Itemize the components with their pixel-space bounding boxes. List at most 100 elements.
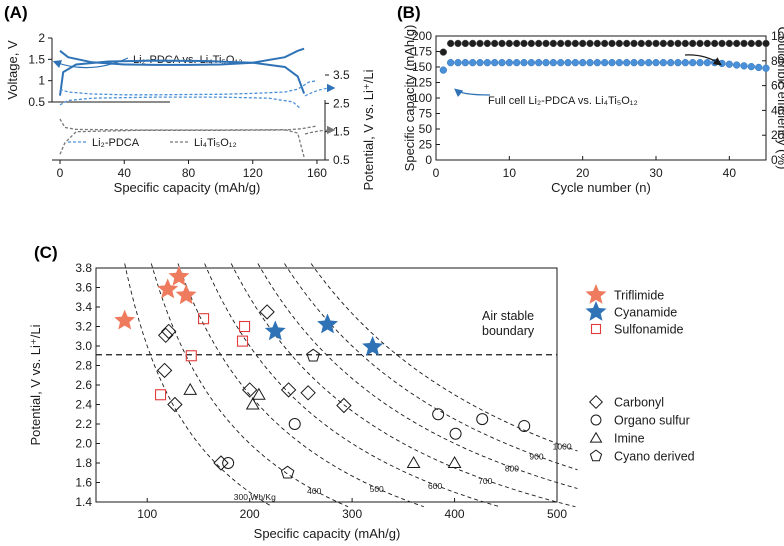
- panel-b-x-tick-label: 40: [723, 166, 737, 180]
- efficiency-point: [711, 39, 719, 48]
- diamond-marker: [167, 396, 183, 413]
- efficiency-point: [527, 39, 535, 48]
- panel-c-y-tick-label: 2.8: [75, 359, 92, 373]
- diamond-marker: [160, 323, 177, 340]
- panel-a: (A) Voltage, V Potential, V vs. Li⁺/Li S…: [4, 3, 376, 195]
- panel-b-right-tick-label: 0: [771, 153, 778, 167]
- capacity-point: [542, 59, 550, 67]
- panel-a-ticks: 0 40 80 120 160 0.5 1 1.5 2 0.5 1.5 2.5 3.5: [28, 31, 350, 180]
- panel-c-legend-label: Organo sulfur: [614, 414, 690, 428]
- panel-a-right-axis-title: Potential, V vs. Li⁺/Li: [361, 69, 376, 190]
- panel-a-charge-curve: [59, 47, 305, 66]
- panel-a-electrode-curve: [59, 118, 305, 158]
- panel-b-x-tick-label: 0: [433, 166, 440, 180]
- efficiency-point: [564, 39, 572, 48]
- efficiency-point: [586, 39, 594, 48]
- capacity-point: [615, 59, 623, 67]
- efficiency-point: [637, 39, 645, 48]
- panel-a-x-tick-label: 40: [118, 166, 132, 180]
- efficiency-point: [645, 39, 653, 48]
- panel-a-right-y-tick-label: 2.5: [333, 96, 350, 110]
- efficiency-point: [733, 39, 741, 48]
- panel-c-y-tick-label: 1.4: [75, 495, 92, 509]
- pentagon-marker: [280, 465, 295, 479]
- panel-b-left-axis-title: Specific capacity (mAh/g): [402, 25, 417, 172]
- panel-c-y-tick-label: 3.6: [75, 281, 92, 295]
- panel-a-x-tick-label: 120: [243, 166, 263, 180]
- triangle-marker: [406, 455, 421, 468]
- capacity-point: [747, 62, 755, 71]
- legend-label-li2pdca: Li₂-PDCA: [92, 137, 140, 149]
- efficiency-point: [659, 39, 667, 48]
- capacity-point: [608, 59, 616, 67]
- efficiency-point: [520, 39, 528, 48]
- capacity-point: [762, 64, 770, 72]
- efficiency-point: [571, 39, 579, 48]
- efficiency-point: [718, 39, 726, 48]
- efficiency-point: [542, 39, 550, 48]
- panel-a-x-tick-label: 0: [57, 166, 64, 180]
- capacity-point: [505, 59, 513, 67]
- panel-b-arrow-efficiency: [684, 54, 722, 66]
- energy-contour: [310, 263, 578, 452]
- star-marker: [114, 309, 136, 330]
- efficiency-point: [630, 39, 638, 48]
- diamond-marker: [259, 304, 275, 320]
- panel-c: (C) Potential, V vs. Li⁺/Li Specific cap…: [28, 243, 578, 541]
- panel-c-x-axis-title: Specific capacity (mAh/g): [254, 526, 401, 541]
- energy-contour: [150, 263, 349, 508]
- panel-b-right-tick-label: 20: [771, 128, 784, 142]
- capacity-point: [557, 59, 565, 67]
- panel-a-x-tick-label: 80: [182, 166, 196, 180]
- panel-a-top-y-tick-label: 1: [38, 74, 45, 88]
- efficiency-point: [762, 39, 770, 48]
- panel-c-y-tick-label: 1.6: [75, 476, 92, 490]
- star-marker: [264, 320, 286, 341]
- efficiency-point: [469, 39, 477, 48]
- panel-a-x-tick-label: 160: [307, 166, 327, 180]
- panel-a-electrode-curve: [59, 96, 302, 110]
- energy-contour-label: 300 Wh/Kg: [234, 492, 276, 502]
- panel-c-y-tick-label: 3.0: [75, 339, 92, 353]
- panel-a-top-y-tick-label: 0.5: [28, 95, 45, 109]
- capacity-point: [586, 59, 594, 67]
- efficiency-point: [579, 39, 587, 48]
- star-marker: [362, 336, 384, 356]
- panel-c-legend-label: Cyanamide: [614, 306, 677, 320]
- efficiency-point: [615, 39, 623, 48]
- panel-a-right-y-tick-label: 0.5: [333, 153, 350, 167]
- efficiency-point: [725, 39, 733, 48]
- panel-c-legend-label: Imine: [614, 432, 645, 446]
- capacity-point: [571, 59, 579, 67]
- efficiency-point: [601, 39, 609, 48]
- square-marker: [590, 323, 602, 335]
- efficiency-point: [476, 39, 484, 48]
- efficiency-point: [623, 39, 631, 48]
- panel-a-right-y-tick-label: 1.5: [333, 125, 350, 139]
- panel-a-arrow-right-blue: [304, 83, 336, 97]
- diamond-marker: [588, 394, 604, 410]
- circle-marker: [288, 418, 301, 430]
- panel-c-y-tick-label: 2.6: [75, 378, 92, 392]
- panel-b-annotation: Full cell Li₂-PDCA vs. Li₄Ti₅O₁₂: [488, 95, 638, 107]
- boundary-label-line1: Air stable: [482, 309, 534, 323]
- efficiency-point: [498, 39, 506, 48]
- panel-a-discharge-curve: [59, 59, 306, 96]
- panel-c-points: [114, 265, 531, 479]
- triangle-marker: [251, 387, 266, 400]
- capacity-point: [696, 59, 704, 67]
- panel-c-frame: [95, 267, 558, 503]
- square-marker: [236, 335, 249, 347]
- panel-b-right-tick-label: 60: [771, 79, 784, 93]
- capacity-point: [637, 59, 645, 67]
- panel-b-x-tick-label: 20: [576, 166, 590, 180]
- diamond-marker: [156, 362, 173, 379]
- capacity-point: [461, 59, 469, 67]
- panel-c-x-tick-label: 300: [342, 507, 362, 521]
- panel-c-x-tick-label: 100: [137, 507, 157, 521]
- panel-a-electrode-curve: [59, 80, 318, 96]
- diamond-marker: [241, 382, 258, 398]
- panel-b-left-tick-label: 175: [412, 45, 432, 59]
- panel-b-x-axis-title: Cycle number (n): [551, 180, 651, 195]
- efficiency-point: [505, 39, 513, 48]
